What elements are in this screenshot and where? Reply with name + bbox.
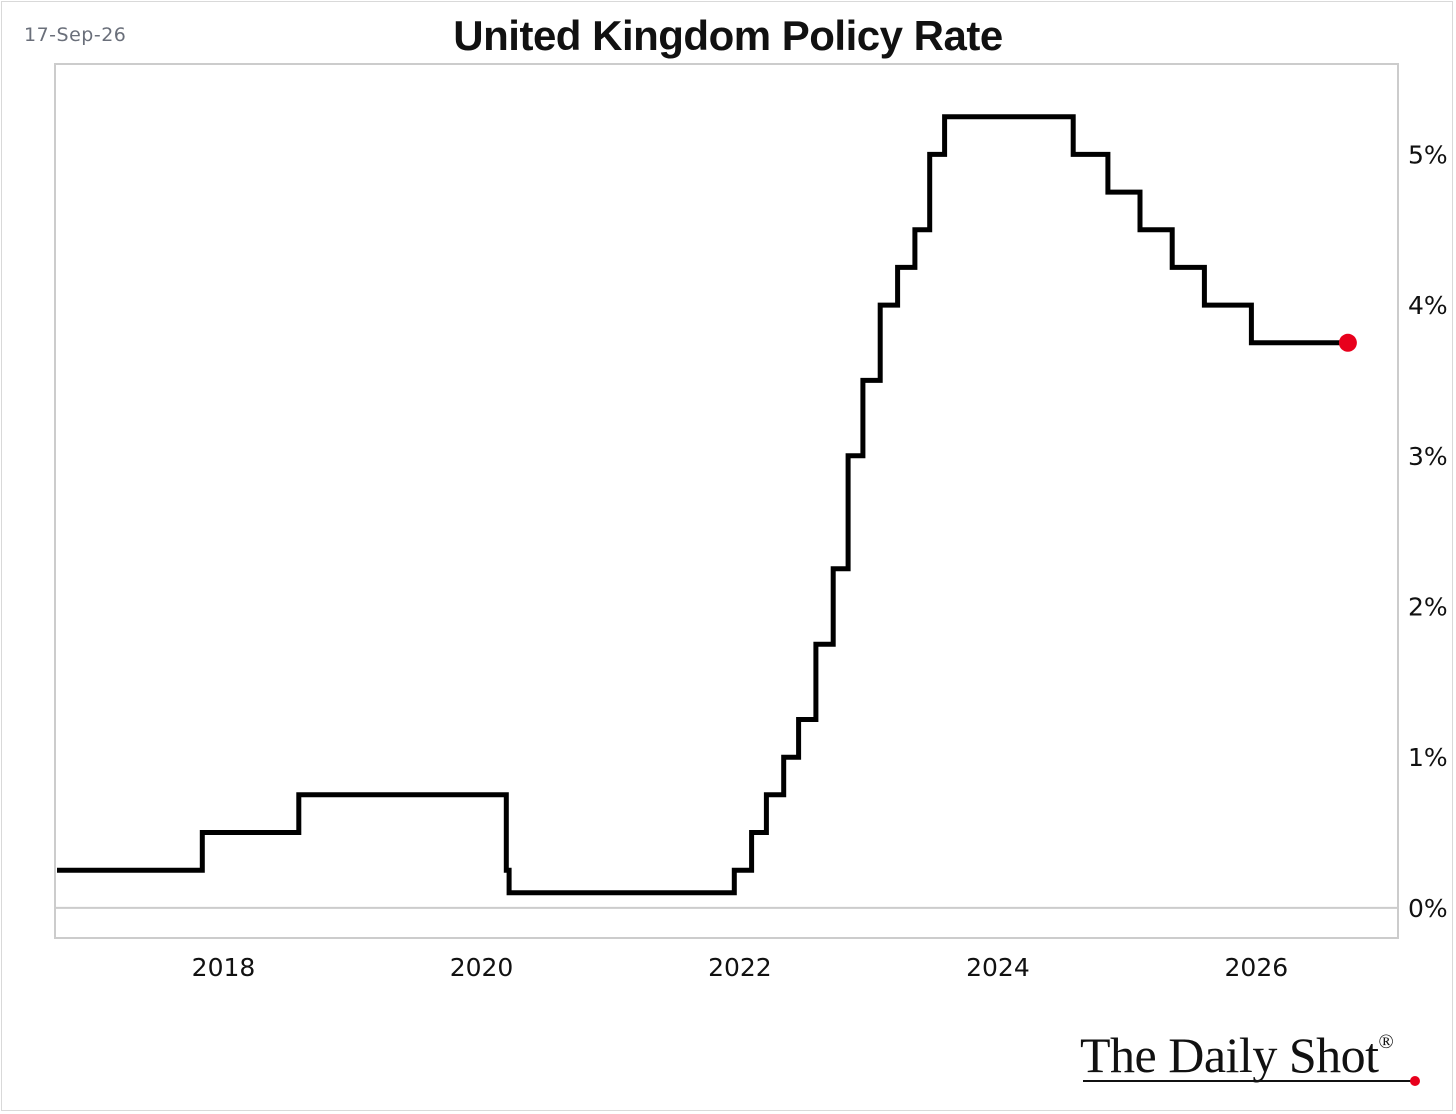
- brand-registered-mark: ®: [1378, 1031, 1394, 1054]
- brand-logo-underline: [1083, 1080, 1413, 1082]
- y-tick-label-3: 3%: [1408, 442, 1448, 471]
- x-tick-label-2020: 2020: [450, 953, 514, 982]
- brand-logo: The Daily Shot®: [1080, 1026, 1394, 1084]
- y-tick-label-2: 2%: [1408, 592, 1448, 621]
- y-tick-label-0: 0%: [1408, 894, 1448, 923]
- y-tick-label-1: 1%: [1408, 743, 1448, 772]
- endpoint-marker: [1338, 333, 1357, 352]
- y-axis: 0% 1% 2% 3% 4% 5%: [1408, 140, 1448, 922]
- plot-border: [54, 63, 1399, 939]
- y-tick-label-5: 5%: [1408, 140, 1448, 169]
- brand-logo-text: The Daily Shot: [1080, 1027, 1379, 1083]
- chart-date: 17-Sep-26: [24, 24, 127, 46]
- y-tick-label-4: 4%: [1408, 291, 1448, 320]
- chart-title: United Kingdom Policy Rate: [453, 12, 1003, 59]
- x-tick-label-2026: 2026: [1225, 953, 1289, 982]
- series-line: [57, 114, 1348, 896]
- brand-logo-dot: [1410, 1076, 1420, 1086]
- x-axis: 2018 2020 2022 2024 2026: [192, 953, 1288, 982]
- x-tick-label-2018: 2018: [192, 953, 256, 982]
- x-tick-label-2022: 2022: [708, 953, 772, 982]
- x-tick-label-2024: 2024: [966, 953, 1030, 982]
